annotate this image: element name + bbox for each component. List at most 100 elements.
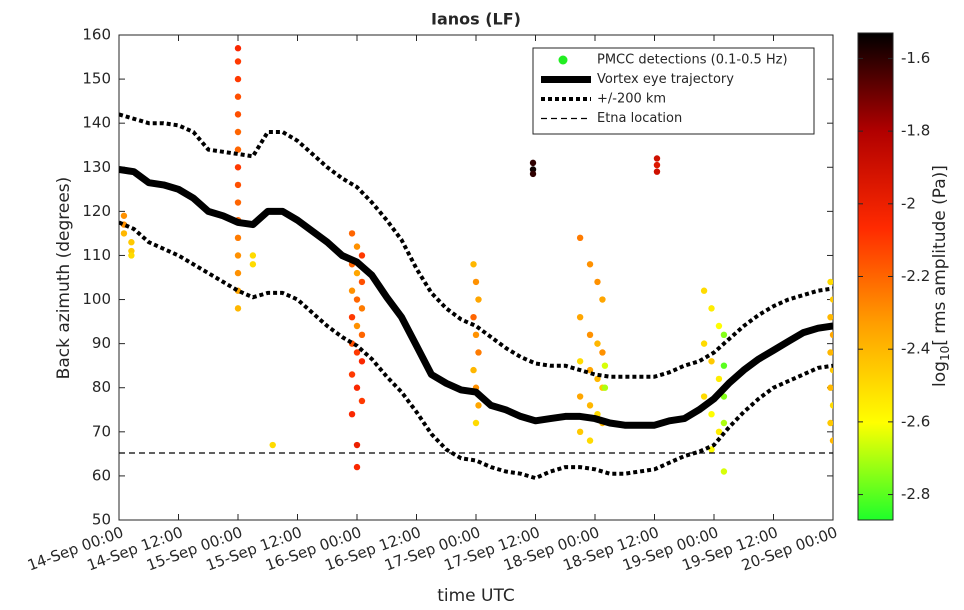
detection-point (348, 313, 356, 321)
detection-point (708, 305, 715, 312)
detection-point (601, 384, 609, 391)
legend-label: Etna location (597, 111, 682, 126)
colorbar-label-rest: [ rms amplitude (Pa)] (930, 165, 950, 346)
detection-point (715, 322, 723, 330)
detection-point (475, 296, 482, 303)
detection-point (470, 313, 477, 321)
trajectory-line (119, 112, 833, 379)
detection-point (358, 252, 366, 259)
colorbar-tick-label: -1.8 (901, 122, 930, 140)
detection-point (353, 384, 361, 391)
trajectory-line (119, 220, 833, 481)
legend-marker (558, 55, 568, 65)
detection-point (594, 340, 601, 347)
detection-point (715, 428, 723, 436)
detection-point (708, 358, 715, 365)
detection-point (128, 252, 135, 259)
y-tick-label: 160 (82, 26, 111, 44)
y-tick-label: 120 (82, 202, 111, 220)
y-tick-label: 90 (92, 334, 111, 352)
detection-point (586, 331, 594, 339)
legend-label: PMCC detections (0.1-0.5 Hz) (597, 53, 788, 68)
y-tick-label: 70 (92, 422, 111, 440)
detection-point (234, 111, 242, 118)
colorbar-tick-label: -2.8 (901, 485, 930, 503)
y-tick-label: 80 (92, 378, 111, 396)
colorbar-tick-label: -2.4 (901, 340, 930, 358)
detection-point (353, 243, 361, 250)
detection-point (653, 155, 661, 162)
detection-point (234, 75, 242, 83)
y-tick-label: 60 (92, 466, 111, 484)
detection-point (827, 278, 833, 286)
detection-point (353, 322, 361, 330)
detection-point (348, 287, 356, 294)
detection-point (827, 349, 833, 356)
detection-point (829, 296, 833, 303)
detection-point (475, 349, 482, 356)
detection-point (576, 358, 584, 365)
detection-point (234, 252, 242, 259)
detection-point (353, 349, 361, 356)
colorbar-label: log10[ rms amplitude (Pa)] (930, 165, 952, 387)
detection-point (829, 402, 833, 409)
trajectory-line (119, 166, 833, 429)
y-tick-label: 100 (82, 290, 111, 308)
detection-point (653, 168, 661, 175)
y-axis-label: Back azimuth (degrees) (54, 177, 74, 380)
colorbar (857, 32, 894, 521)
detection-point (576, 313, 584, 321)
detection-point (353, 269, 361, 277)
colorbar-tick-label: -2 (901, 194, 916, 212)
detection-point (594, 375, 601, 383)
detection-point (348, 371, 356, 378)
detection-point (128, 247, 135, 255)
colorbar-label-base: log (930, 361, 950, 387)
y-tick-label: 150 (82, 70, 111, 88)
detection-point (829, 437, 833, 444)
x-axis-label: time UTC (437, 586, 515, 606)
detection-point (700, 287, 708, 294)
plot-layer (119, 45, 833, 481)
detection-point (700, 340, 708, 347)
detection-point (234, 234, 242, 242)
y-tick-label: 140 (82, 114, 111, 132)
detection-point (353, 296, 361, 303)
detection-point (708, 410, 715, 418)
detection-point (358, 305, 366, 312)
detection-point (348, 230, 356, 237)
detection-point (601, 362, 609, 369)
colorbar-tick-label: -2.6 (901, 412, 930, 430)
detection-point (358, 358, 366, 365)
y-tick-label: 50 (92, 511, 111, 529)
detection-point (358, 331, 366, 339)
detection-point (234, 199, 242, 206)
detection-point (269, 441, 276, 449)
detection-point (576, 234, 584, 242)
y-tick-label: 130 (82, 158, 111, 176)
detection-point (586, 402, 594, 409)
detection-point (234, 58, 242, 65)
detection-point (470, 366, 477, 374)
detection-point (586, 261, 594, 268)
detection-point (249, 252, 257, 259)
detection-point (594, 278, 601, 286)
colorbar-tick-label: -1.6 (901, 49, 930, 67)
detection-point (234, 93, 242, 100)
detection-point (529, 159, 537, 167)
detection-point (827, 419, 833, 427)
detection-point (234, 305, 242, 312)
legend-label: Vortex eye trajectory (597, 72, 734, 87)
detection-point (529, 166, 537, 173)
detection-point (358, 278, 366, 286)
detection-point (599, 349, 606, 356)
detection-point (720, 331, 728, 339)
detection-point (234, 164, 242, 171)
detection-point (715, 375, 723, 383)
detection-point (576, 428, 584, 436)
detection-point (120, 230, 128, 237)
detection-point (348, 410, 356, 418)
detection-point (829, 366, 833, 374)
